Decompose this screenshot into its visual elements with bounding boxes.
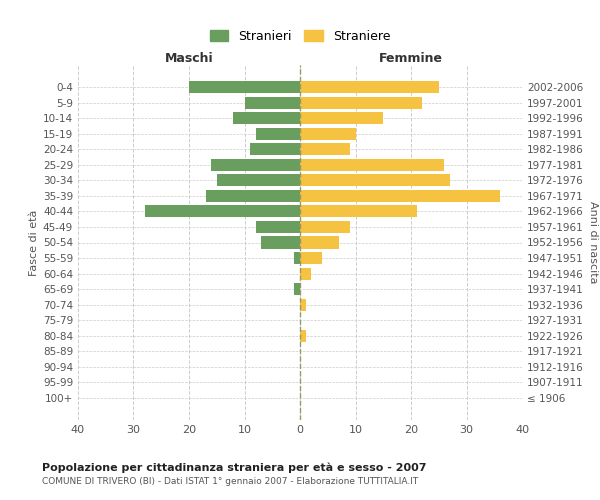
- Text: COMUNE DI TRIVERO (BI) - Dati ISTAT 1° gennaio 2007 - Elaborazione TUTTITALIA.IT: COMUNE DI TRIVERO (BI) - Dati ISTAT 1° g…: [42, 478, 418, 486]
- Bar: [295, 283, 300, 295]
- Bar: [300, 174, 450, 186]
- Text: Popolazione per cittadinanza straniera per età e sesso - 2007: Popolazione per cittadinanza straniera p…: [42, 462, 427, 473]
- Bar: [261, 236, 300, 248]
- Bar: [300, 112, 383, 124]
- Bar: [300, 236, 339, 248]
- Bar: [211, 159, 300, 171]
- Bar: [256, 128, 300, 140]
- Bar: [300, 221, 350, 233]
- Bar: [256, 221, 300, 233]
- Text: Femmine: Femmine: [379, 52, 443, 65]
- Bar: [300, 330, 305, 342]
- Bar: [300, 159, 444, 171]
- Bar: [300, 144, 350, 156]
- Y-axis label: Fasce di età: Fasce di età: [29, 210, 39, 276]
- Bar: [300, 81, 439, 94]
- Bar: [300, 252, 322, 264]
- Bar: [206, 190, 300, 202]
- Bar: [245, 96, 300, 109]
- Legend: Stranieri, Straniere: Stranieri, Straniere: [205, 25, 395, 48]
- Bar: [300, 128, 355, 140]
- Bar: [233, 112, 300, 124]
- Bar: [300, 298, 305, 310]
- Text: Maschi: Maschi: [164, 52, 214, 65]
- Bar: [300, 268, 311, 280]
- Bar: [300, 96, 422, 109]
- Bar: [300, 206, 416, 218]
- Bar: [217, 174, 300, 186]
- Bar: [250, 144, 300, 156]
- Y-axis label: Anni di nascita: Anni di nascita: [588, 201, 598, 284]
- Bar: [189, 81, 300, 94]
- Bar: [300, 190, 500, 202]
- Bar: [145, 206, 300, 218]
- Bar: [295, 252, 300, 264]
